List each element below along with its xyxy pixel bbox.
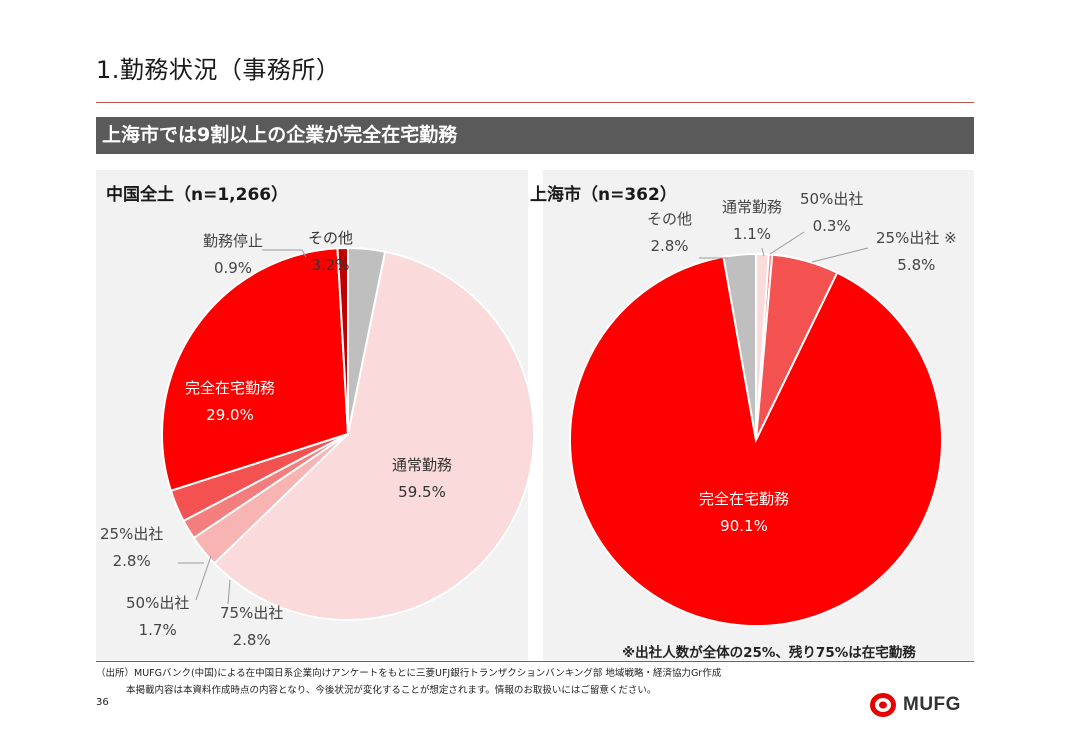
pie-slice-right-3 (569, 255, 943, 627)
label-china-25: 25%出社 2.8% (100, 525, 164, 570)
label-shanghai-full-remote: 完全在宅勤務 90.1% (699, 490, 790, 535)
leader-line-7 (811, 247, 869, 263)
label-china-normal: 通常勤務 59.5% (392, 456, 453, 501)
pie-china (161, 246, 535, 621)
chart-title-shanghai: 上海市（n=362） (530, 185, 677, 205)
disclaimer-text: 本掲載内容は本資料作成時点の内容となり、今後状況が変化することが想定されます。情… (126, 685, 657, 696)
leader-line-0 (262, 249, 307, 258)
footer-divider (96, 661, 974, 662)
pie-slice-left-6 (336, 246, 349, 435)
leader-line-5 (761, 247, 765, 257)
label-china-75: 75%出社 2.8% (220, 604, 284, 649)
leader-lines (178, 231, 869, 605)
label-shanghai-other: その他 2.8% (647, 210, 693, 255)
source-text: （出所）MUFGバンク(中国)による在中国日系企業向けアンケートをもとに三菱UF… (96, 668, 722, 679)
label-china-full-remote: 完全在宅勤務 29.0% (185, 379, 276, 424)
pie-shanghai (569, 252, 943, 627)
label-shanghai-50: 50%出社 0.3% (800, 190, 864, 235)
headline-banner: 上海市では9割以上の企業が完全在宅勤務 (96, 117, 974, 154)
leader-line-2 (195, 555, 212, 601)
page-number: 36 (96, 697, 109, 708)
label-shanghai-normal: 通常勤務 1.1% (722, 198, 783, 243)
footnote-note: ※出社人数が全体の25%、残り75%は在宅勤務 (622, 645, 916, 661)
pie-slice-right-4 (722, 252, 757, 441)
leader-line-6 (769, 231, 805, 255)
leader-line-3 (227, 579, 231, 605)
chart-title-china: 中国全土（n=1,266） (106, 185, 289, 205)
logo-text: MUFG (903, 694, 961, 715)
label-china-suspended: 勤務停止 0.9% (203, 232, 264, 277)
page-title: 1.勤務状況（事務所） (96, 56, 341, 84)
pie-slice-left-5 (161, 247, 350, 492)
pie-slice-left-1 (212, 250, 535, 621)
label-shanghai-25: 25%出社 ※ 5.8% (876, 229, 957, 274)
label-china-50: 50%出社 1.7% (126, 594, 190, 639)
mufg-logo-icon (870, 693, 896, 717)
mufg-logo: MUFG (868, 691, 961, 719)
title-divider (96, 102, 974, 103)
label-china-other: その他 3.2% (308, 229, 354, 274)
